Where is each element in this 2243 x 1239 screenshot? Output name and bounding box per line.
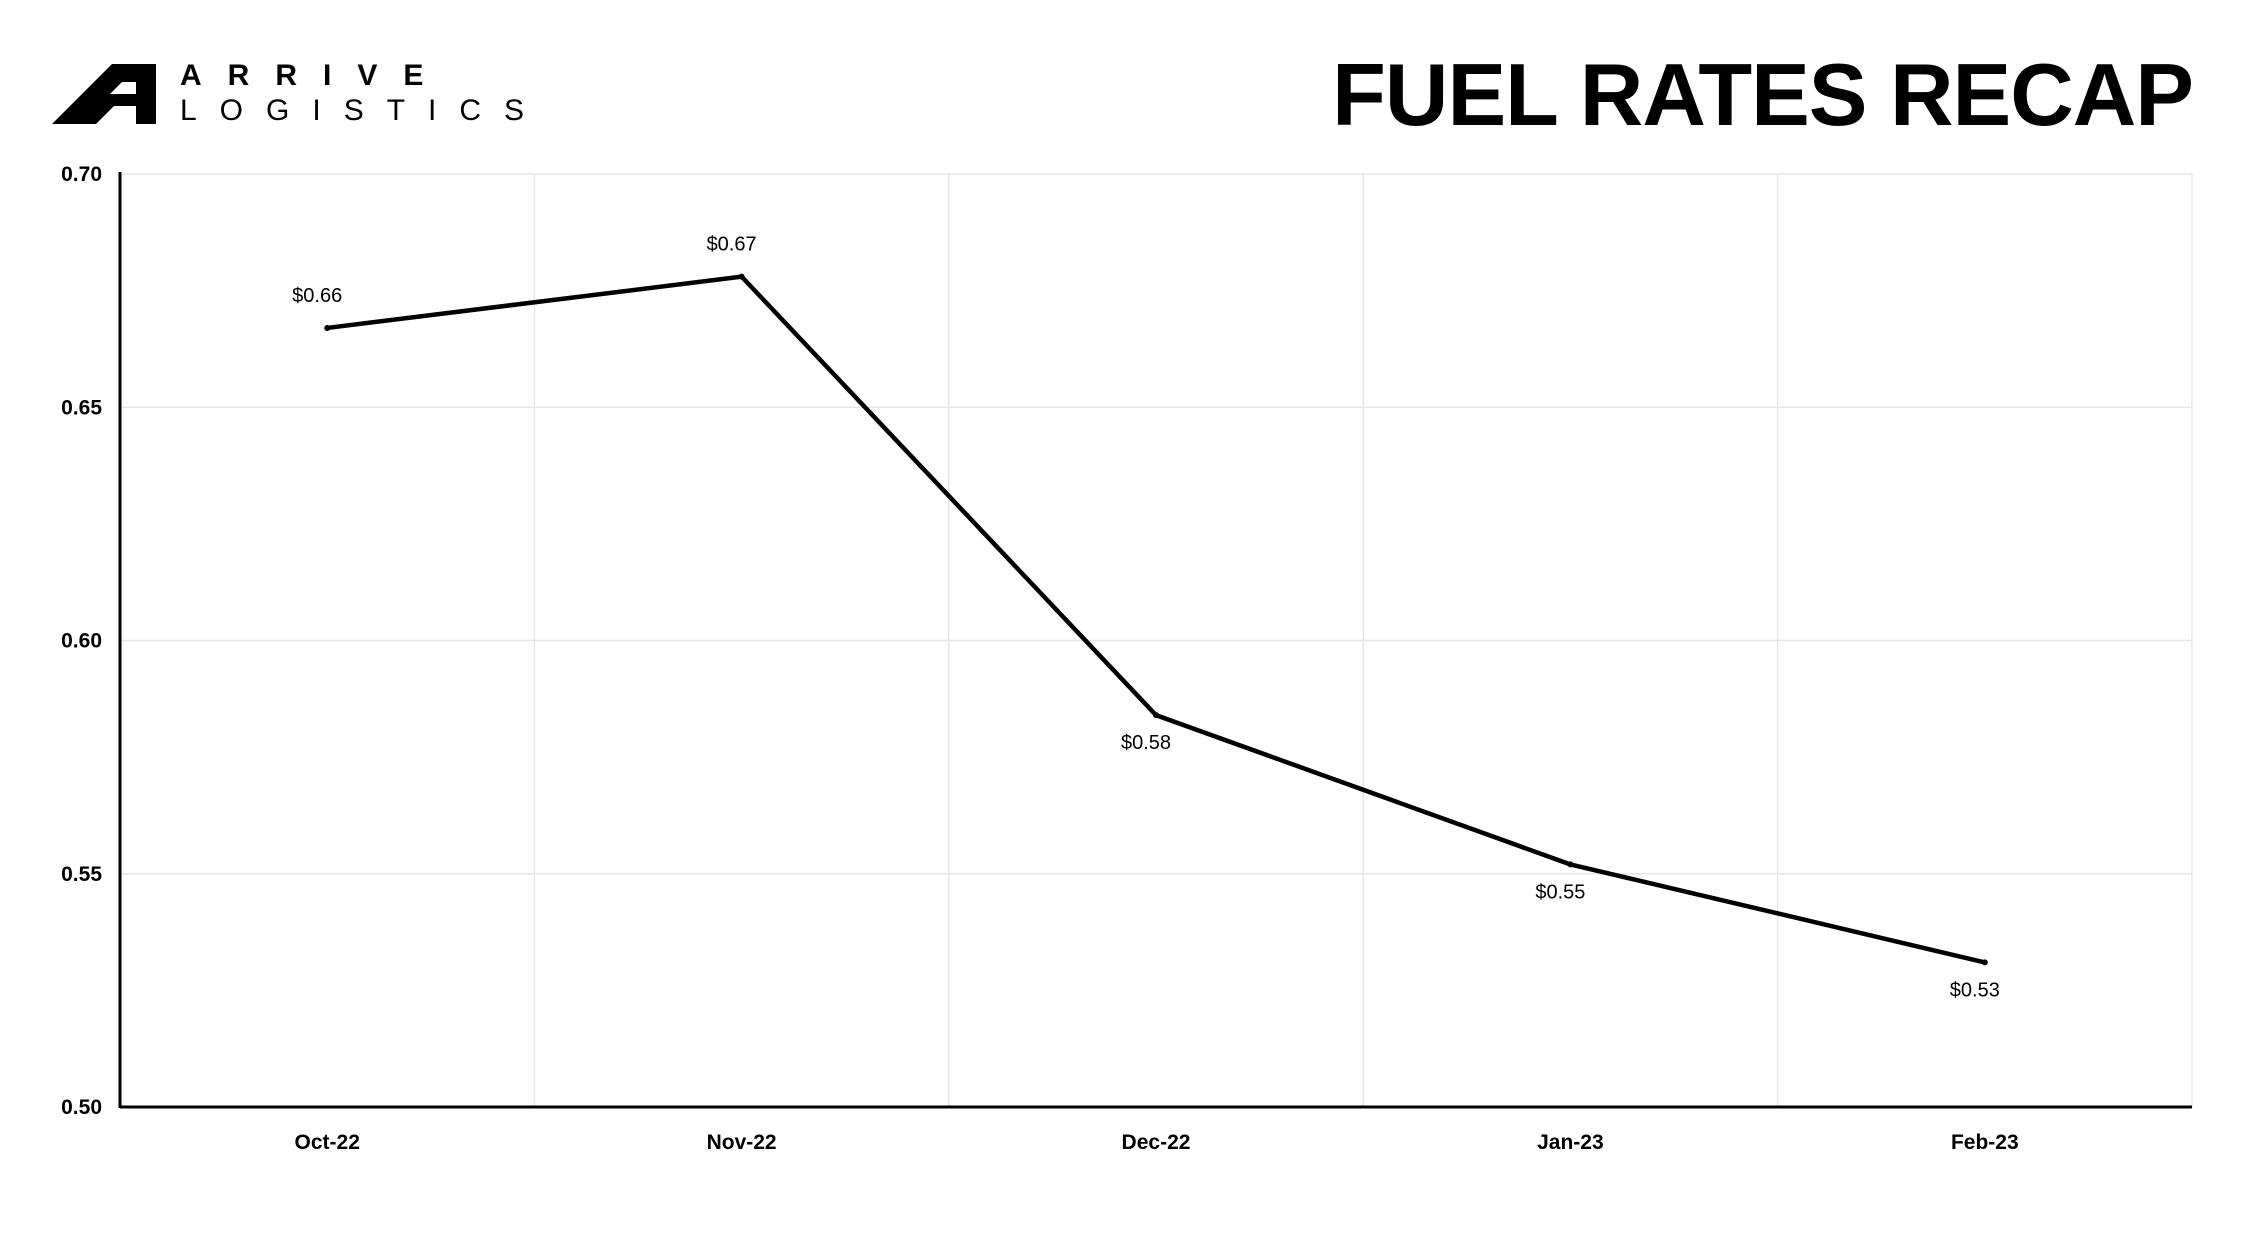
brand-logo: ARRIVE LOGISTICS — [52, 58, 572, 130]
x-tick-label: Dec-22 — [1122, 1131, 1191, 1154]
data-label: $0.58 — [1121, 732, 1171, 754]
data-label: $0.55 — [1535, 881, 1585, 903]
y-tick-label: 0.55 — [61, 863, 102, 886]
data-point — [324, 324, 331, 331]
x-tick-label: Feb-23 — [1951, 1131, 2019, 1154]
x-tick-label: Jan-23 — [1537, 1131, 1604, 1154]
data-label: $0.66 — [292, 285, 342, 307]
y-tick-label: 0.65 — [61, 396, 102, 419]
arrive-logo-icon — [52, 64, 156, 124]
x-tick-label: Nov-22 — [707, 1131, 777, 1154]
y-tick-label: 0.70 — [61, 163, 102, 186]
brand-name-line2: LOGISTICS — [180, 94, 548, 127]
data-point — [1153, 712, 1159, 719]
data-point — [738, 273, 745, 280]
brand-name-line1: ARRIVE — [180, 59, 450, 92]
data-label: $0.53 — [1950, 979, 2000, 1001]
data-point — [1567, 861, 1574, 868]
data-point — [1981, 959, 1988, 966]
y-tick-label: 0.60 — [61, 630, 102, 653]
data-label: $0.67 — [707, 234, 757, 256]
chart-title: FUEL RATES RECAP — [1332, 45, 2194, 144]
series-line — [326, 274, 1986, 965]
x-tick-label: Oct-22 — [295, 1131, 360, 1154]
y-tick-label: 0.50 — [61, 1096, 102, 1119]
